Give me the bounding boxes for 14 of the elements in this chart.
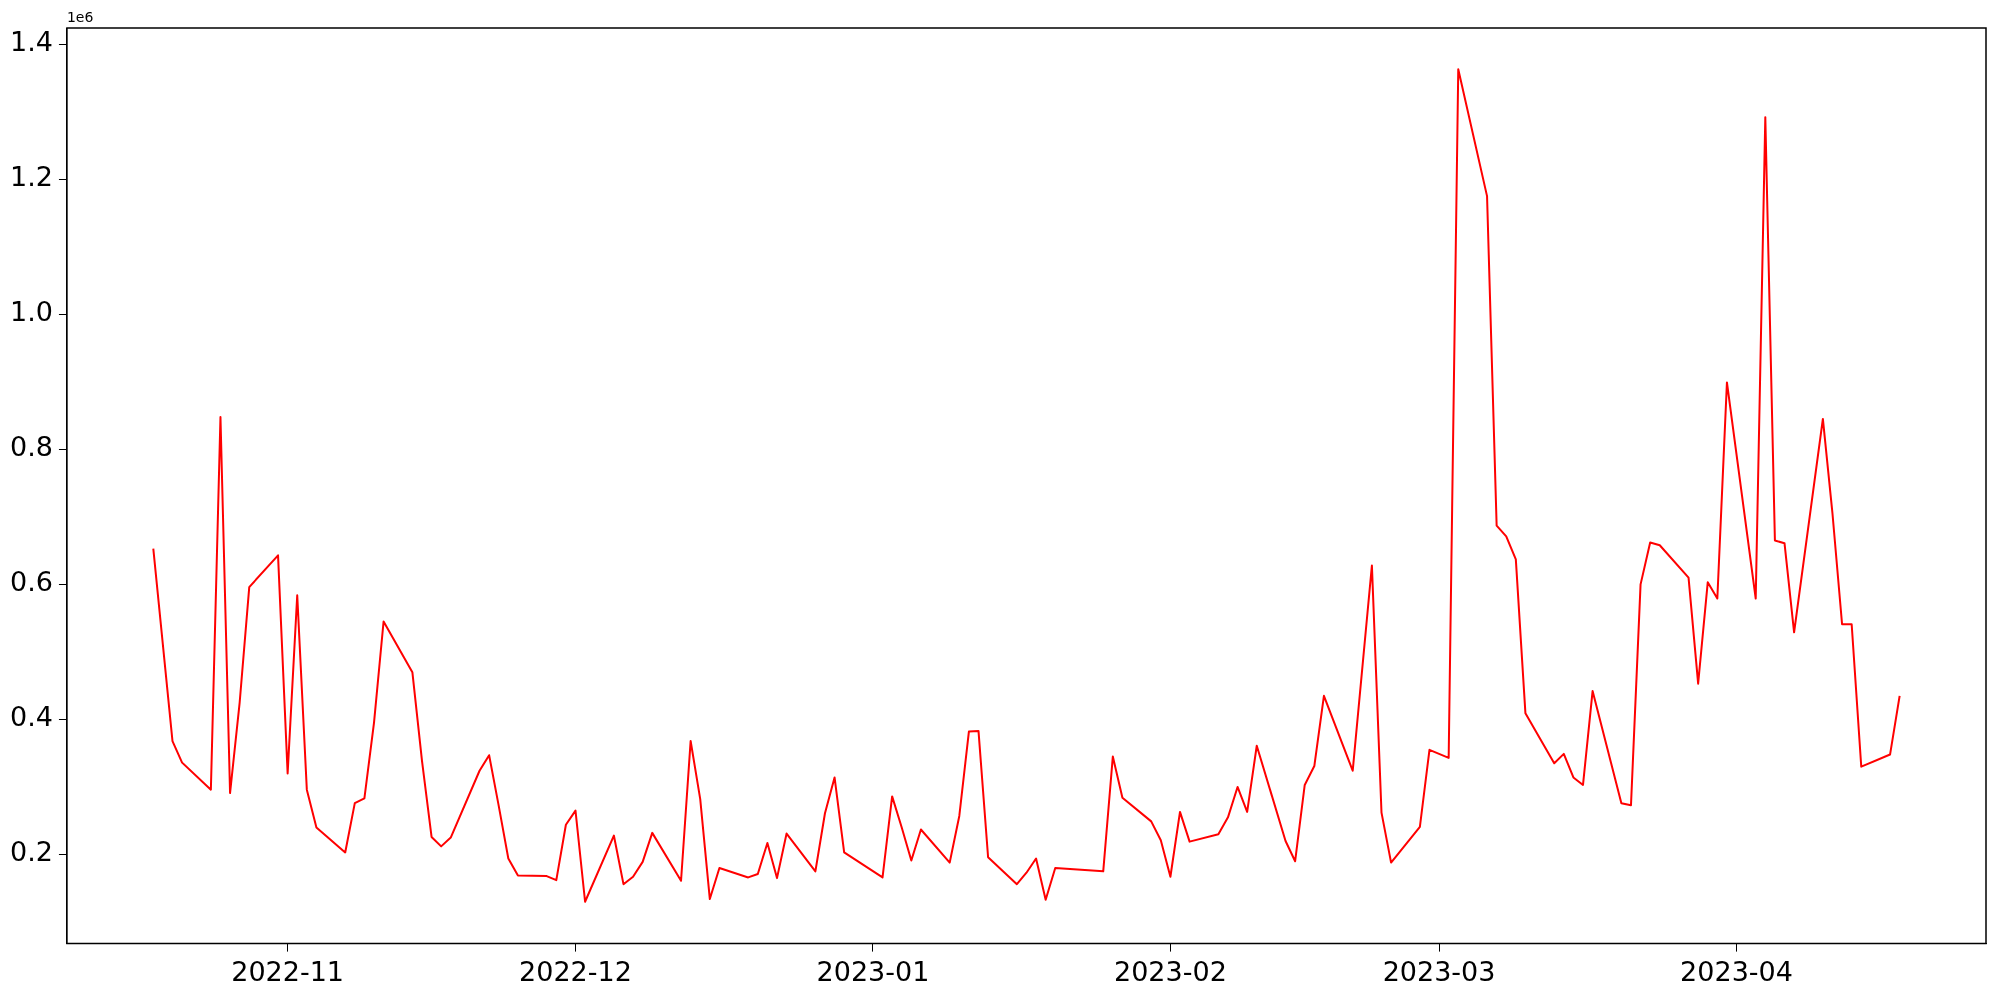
y-tick-label: 0.8 <box>9 431 53 463</box>
x-tick-label: 2022-11 <box>231 955 345 987</box>
y-tick-label: 1.0 <box>9 296 53 328</box>
text: 1e6 <box>66 8 94 25</box>
x-tick-label: 2022-12 <box>519 955 632 987</box>
y-tick-label: 1.4 <box>9 26 53 58</box>
y-tick-label: 0.2 <box>9 836 53 868</box>
y-tick-label: 1.2 <box>9 161 53 193</box>
x-tick-label: 2023-04 <box>1680 955 1793 987</box>
y-tick-label: 0.4 <box>9 701 53 733</box>
x-tick-label: 2023-03 <box>1382 955 1496 987</box>
x-tick-label: 2023-01 <box>816 955 930 987</box>
y-tick-label: 0.6 <box>9 566 53 598</box>
x-tick-label: 2023-02 <box>1113 955 1227 987</box>
